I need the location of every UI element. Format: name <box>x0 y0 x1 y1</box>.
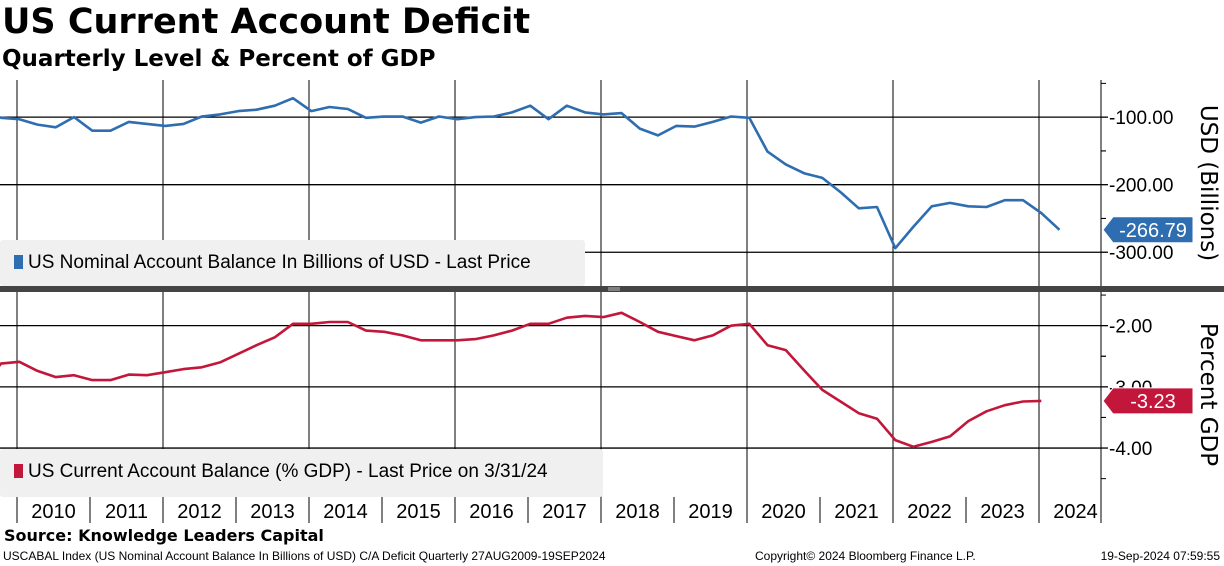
y-tick-label: -100.00 <box>1109 108 1173 129</box>
legend-label-usd: US Nominal Account Balance In Billions o… <box>28 252 531 273</box>
x-tick-label: 2016 <box>469 501 514 523</box>
x-tick-label: 2012 <box>177 501 222 523</box>
y-tick-label: -200.00 <box>1109 176 1173 197</box>
legend-usd: US Nominal Account Balance In Billions o… <box>0 240 585 286</box>
x-tick-label: 2019 <box>688 501 733 523</box>
y-tick-label: -4.00 <box>1109 439 1152 460</box>
legend-swatch-red <box>14 464 23 478</box>
chart-subtitle: Quarterly Level & Percent of GDP <box>2 46 436 72</box>
y-tick-label: -2.00 <box>1109 317 1152 338</box>
legend-label-gdp: US Current Account Balance (% GDP) - Las… <box>28 461 548 482</box>
legend-swatch-blue <box>14 255 23 269</box>
x-tick-label: 2024 <box>1053 501 1098 523</box>
x-tick-label: 2021 <box>834 501 879 523</box>
x-tick-label: 2015 <box>396 501 441 523</box>
series-line-usd <box>0 96 1061 250</box>
legend-gdp: US Current Account Balance (% GDP) - Las… <box>0 449 603 497</box>
x-tick-label: 2014 <box>323 501 368 523</box>
x-tick-label: 2023 <box>980 501 1025 523</box>
x-tick-label: 2022 <box>907 501 952 523</box>
chart-title: US Current Account Deficit <box>2 2 531 42</box>
chart-canvas: -100.00 -200.00 -300.00-266.79 USD (Billion… <box>0 80 1224 523</box>
x-tick-label: 2017 <box>542 501 587 523</box>
ticker-info: USCABAL Index (US Nominal Account Balanc… <box>3 549 606 563</box>
x-tick-label: 2010 <box>31 501 76 523</box>
y-tick-label: -300.00 <box>1109 243 1173 264</box>
x-tick-label: 2013 <box>250 501 295 523</box>
source-note: Source: Knowledge Leaders Capital <box>4 526 324 545</box>
last-value-label-usd: -266.79 <box>1119 220 1187 242</box>
copyright: Copyright© 2024 Bloomberg Finance L.P. <box>755 549 976 563</box>
last-value-badge-gdp <box>1102 387 1194 415</box>
last-value-badge-usd <box>1102 216 1194 244</box>
x-tick-label: 2020 <box>761 501 806 523</box>
x-tick-label: 2011 <box>105 501 148 523</box>
y-axis-title-usd: USD (Billions) <box>1195 105 1221 261</box>
last-value-label-gdp: -3.23 <box>1130 391 1176 413</box>
timestamp: 19-Sep-2024 07:59:55 <box>1100 549 1220 563</box>
x-tick-label: 2018 <box>615 501 660 523</box>
series-line-gdp <box>0 311 1042 449</box>
panel-separator <box>0 286 1224 292</box>
y-axis-title-gdp: Percent GDP <box>1195 323 1221 466</box>
